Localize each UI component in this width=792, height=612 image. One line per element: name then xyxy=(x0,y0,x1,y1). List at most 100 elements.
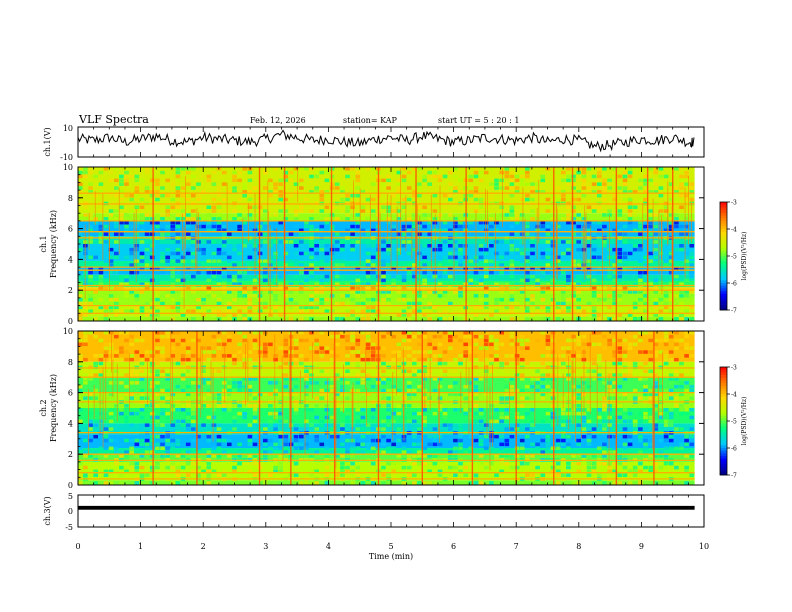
spectrogram-cell xyxy=(304,270,309,275)
spectrogram-cell xyxy=(93,408,98,412)
spectrogram-cell xyxy=(591,427,597,431)
spectrogram-cell xyxy=(252,294,258,298)
spectrogram-cell xyxy=(617,286,623,290)
spectrogram-cell xyxy=(566,282,571,286)
spectrogram-cell xyxy=(232,244,237,248)
spectrogram-cell xyxy=(206,174,212,179)
spectrogram-cell xyxy=(494,297,499,302)
spectrogram-cell xyxy=(561,346,566,350)
spectrogram-cell xyxy=(514,454,520,458)
spectrogram-cell xyxy=(468,220,474,225)
spectrogram-cell xyxy=(555,442,561,447)
spectrogram-cell xyxy=(78,388,83,393)
spectrogram-cell xyxy=(134,278,140,283)
spectrogram-cell xyxy=(155,446,160,450)
spectrogram-cell xyxy=(617,361,623,366)
spectrogram-cell xyxy=(283,396,289,400)
spectrogram-cell xyxy=(370,305,376,310)
spectrogram-cell xyxy=(196,465,201,470)
spectrogram-cell xyxy=(494,434,499,439)
spectrogram-cell xyxy=(185,357,191,362)
spectrogram-cell xyxy=(370,228,376,233)
spectrogram-cell xyxy=(422,197,427,202)
spectrogram-cell xyxy=(103,232,109,236)
spectrogram-cell xyxy=(288,232,294,236)
spectrogram-cell xyxy=(129,240,134,244)
spectrogram-cell xyxy=(237,186,242,190)
spectrogram-cell xyxy=(83,213,88,217)
spectrogram-cell xyxy=(314,396,319,400)
spectrogram-cell xyxy=(309,331,314,335)
spectrogram-cell xyxy=(509,454,515,458)
spectrogram-cell xyxy=(478,220,484,225)
spectrogram-cell xyxy=(370,357,376,362)
spectrogram-cell xyxy=(427,213,432,217)
spectrogram-cell xyxy=(591,220,597,225)
spectrogram-cell xyxy=(591,465,597,470)
spectrogram-cell xyxy=(185,213,191,217)
spectrogram-cell xyxy=(103,213,109,217)
spectrogram-cell xyxy=(216,186,222,190)
spectrogram-cell xyxy=(514,220,520,225)
spectrogram-cell xyxy=(247,305,253,310)
spectrogram-cell xyxy=(185,224,191,229)
spectrogram-cell xyxy=(355,450,361,454)
spectrogram-cell xyxy=(504,369,510,373)
spectrogram-cell xyxy=(448,317,453,321)
spectrogram-cell xyxy=(468,278,474,283)
spectrogram-cell xyxy=(514,361,520,366)
spectrogram-cell xyxy=(206,350,212,354)
spectrogram-cell xyxy=(155,305,160,310)
spectrogram-cell xyxy=(550,469,556,474)
spectrogram-cell xyxy=(309,244,314,248)
spectrogram-cell xyxy=(674,427,679,431)
spectrogram-cell xyxy=(237,170,242,175)
spectrogram-cell xyxy=(473,357,479,362)
spectrogram-cell xyxy=(643,240,648,244)
spectrogram-cell xyxy=(129,465,134,470)
spectrogram-cell xyxy=(653,384,659,389)
spectrogram-cell xyxy=(468,350,474,354)
spectrogram-cell xyxy=(612,434,617,439)
spectrogram-cell xyxy=(525,450,530,454)
spectrogram-cell xyxy=(114,217,119,221)
spectrogram-cell xyxy=(417,442,422,447)
spectrogram-cell xyxy=(108,170,114,175)
spectrogram-cell xyxy=(119,408,124,412)
spectrogram-cell xyxy=(160,213,165,217)
spectrogram-cell xyxy=(509,290,515,294)
spectrogram-cell xyxy=(355,224,361,229)
spectrogram-cell xyxy=(314,213,319,217)
spectrogram-cell xyxy=(602,286,607,290)
spectrogram-cell xyxy=(196,178,201,183)
spectrogram-cell xyxy=(334,217,340,221)
spectrogram-cell xyxy=(448,465,453,470)
spectrogram-cell xyxy=(124,331,129,335)
spectrogram-cell xyxy=(268,446,273,450)
spectrogram-cell xyxy=(340,392,345,397)
spectrogram-cell xyxy=(227,377,232,381)
spectrogram-cell xyxy=(160,193,165,198)
spectrogram-cell xyxy=(242,388,247,393)
spectrogram-cell xyxy=(185,415,191,420)
spectrogram-cell xyxy=(324,251,330,256)
spectrogram-cell xyxy=(360,228,366,233)
spectrogram-cell xyxy=(129,247,134,252)
spectrogram-cell xyxy=(355,317,361,321)
spectrogram-cell xyxy=(638,247,643,252)
spectrogram-cell xyxy=(355,178,361,183)
spectrogram-cell xyxy=(201,224,206,229)
spectrogram-cell xyxy=(427,469,432,474)
spectrogram-cell xyxy=(191,174,196,179)
spectrogram-cell xyxy=(211,205,217,209)
spectrogram-cell xyxy=(88,419,93,424)
spectrogram-cell xyxy=(252,338,258,343)
spectrogram-cell xyxy=(422,334,427,339)
spectrogram-cell xyxy=(622,232,628,236)
spectrogram-cell xyxy=(648,442,653,447)
spectrogram-cell xyxy=(473,377,479,381)
spectrogram-cell xyxy=(622,178,628,183)
spectrogram-cell xyxy=(293,361,299,366)
spectrogram-cell xyxy=(273,167,278,171)
spectrogram-cell xyxy=(489,411,494,416)
